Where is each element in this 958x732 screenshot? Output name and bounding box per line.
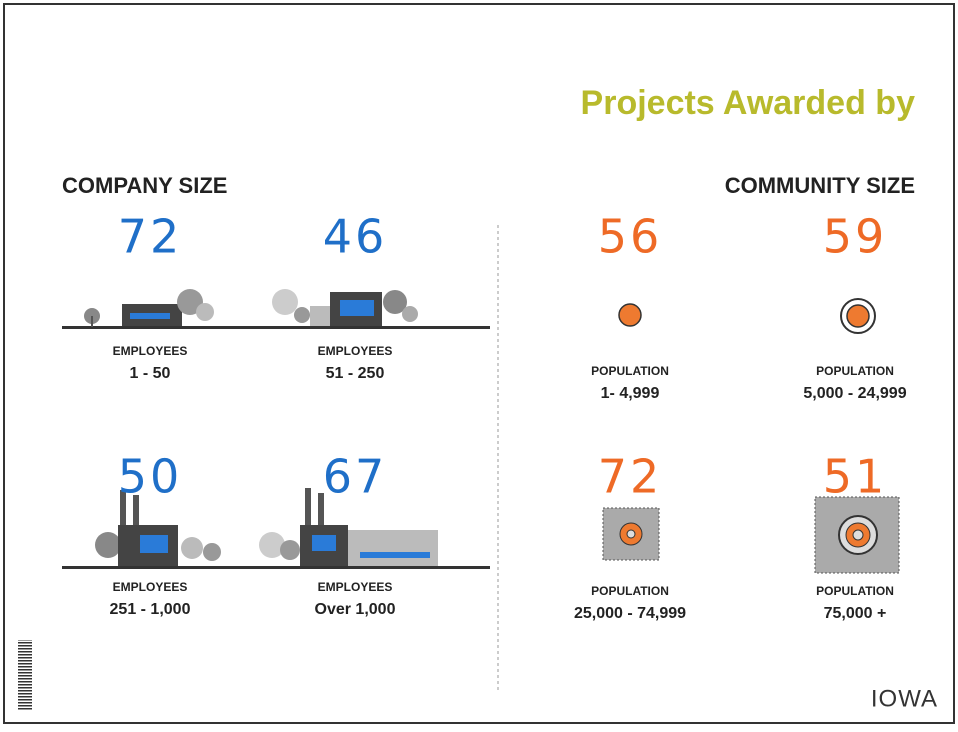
item-label: POPULATION [591,364,669,378]
count: 51 [823,450,888,504]
count: 59 [823,210,888,264]
item-range: 5,000 - 24,999 [803,385,906,402]
count: 67 [323,450,388,504]
item-range: 1- 4,999 [601,385,660,402]
item-label: EMPLOYEES [113,344,188,358]
item-label: EMPLOYEES [113,580,188,594]
item-range: 25,000 - 74,999 [574,605,686,622]
item-range: Over 1,000 [315,601,396,618]
item-label: POPULATION [816,364,894,378]
count: 72 [118,210,183,264]
section-heading: COMPANY SIZE [62,173,227,198]
count: 46 [323,210,388,264]
item-range: 51 - 250 [326,365,385,382]
title: Projects Awarded by [581,84,916,122]
slide: Projects Awarded by COMPANY SIZE COMMUNI… [0,0,958,727]
item-range: 251 - 1,000 [110,601,191,618]
item-range: 75,000 + [824,605,887,622]
section-heading: COMMUNITY SIZE [725,173,915,198]
item-label: EMPLOYEES [318,580,393,594]
count: 72 [598,450,663,504]
item-label: POPULATION [591,584,669,598]
item-range: 1 - 50 [130,365,171,382]
count: 50 [118,450,183,504]
item-label: EMPLOYEES [318,344,393,358]
count: 56 [598,210,663,264]
item-label: POPULATION [816,584,894,598]
logo: IOWA [871,685,938,712]
